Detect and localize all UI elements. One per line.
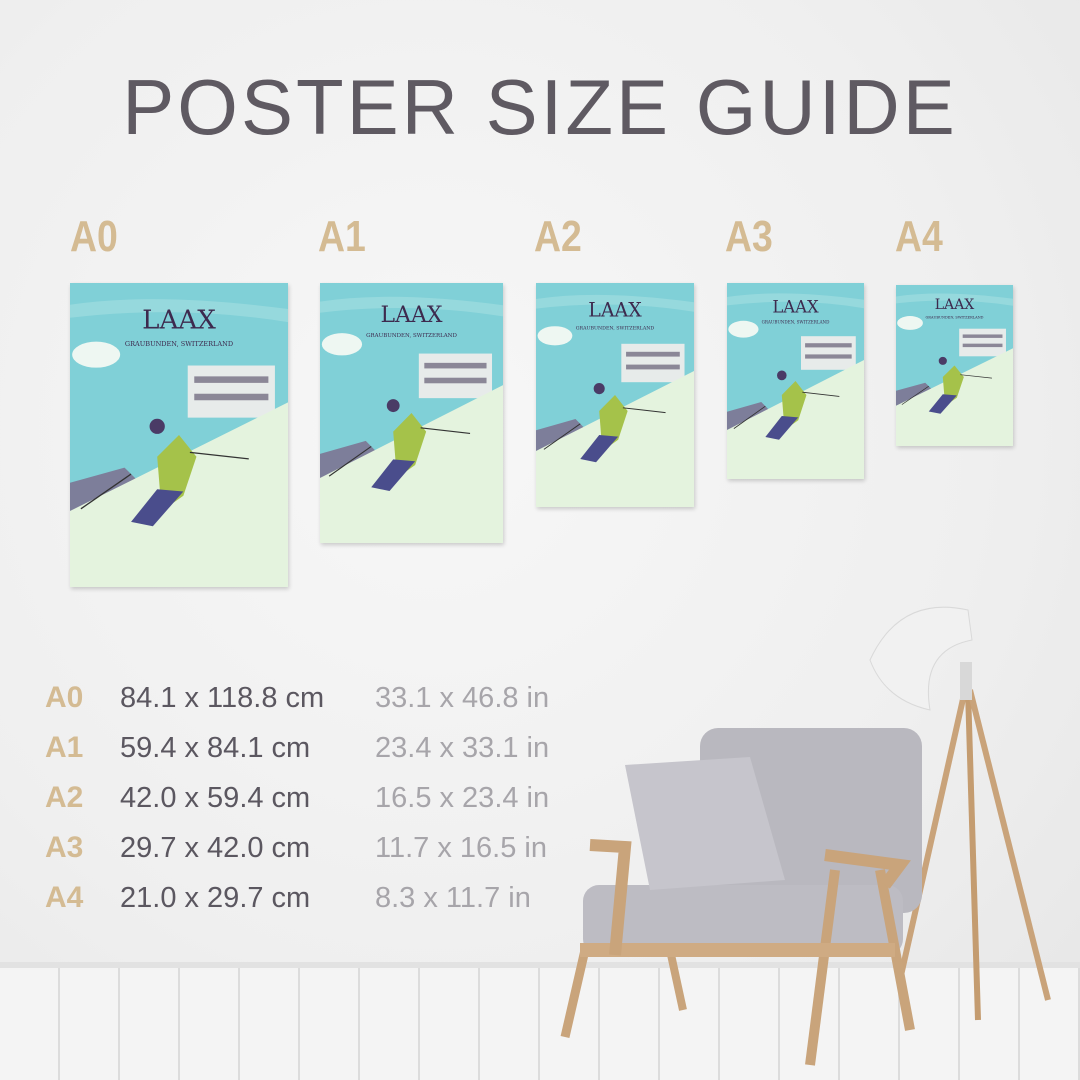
poster-title: LAAX: [381, 302, 443, 328]
size-code: A2: [45, 781, 84, 814]
poster-a3: LAAX GRAUBUNDEN, SWITZERLAND: [727, 283, 864, 479]
size-label-a3: A3: [725, 212, 773, 261]
poster-a2: LAAX GRAUBUNDEN, SWITZERLAND: [536, 283, 694, 507]
poster-subtitle: GRAUBUNDEN, SWITZERLAND: [926, 315, 984, 319]
size-row-a2: A2 42.0 x 59.4 cm 16.5 x 23.4 in: [45, 778, 605, 818]
poster-title: LAAX: [935, 297, 975, 313]
poster-subtitle: GRAUBUNDEN, SWITZERLAND: [125, 340, 233, 348]
size-cm: 21.0 x 29.7 cm: [120, 882, 311, 914]
poster-title: LAAX: [142, 306, 216, 336]
size-cm: 84.1 x 118.8 cm: [120, 682, 325, 714]
size-cm: 42.0 x 59.4 cm: [120, 782, 311, 814]
floor-lamp: [869, 606, 1051, 1021]
armchair: [560, 728, 922, 1066]
size-in: 33.1 x 46.8 in: [375, 682, 550, 714]
size-row-a1: A1 59.4 x 84.1 cm 23.4 x 33.1 in: [45, 728, 605, 768]
poster-a1: LAAX GRAUBUNDEN, SWITZERLAND: [320, 283, 503, 543]
size-code: A0: [45, 681, 84, 714]
size-cm: 29.7 x 42.0 cm: [120, 832, 311, 864]
size-label-a4: A4: [895, 212, 943, 261]
poster-a0: LAAX GRAUBUNDEN, SWITZERLAND: [70, 283, 288, 587]
poster-subtitle: GRAUBUNDEN, SWITZERLAND: [762, 320, 831, 325]
size-label-a1: A1: [318, 212, 366, 261]
size-cm: 59.4 x 84.1 cm: [120, 732, 311, 764]
size-in: 23.4 x 33.1 in: [375, 732, 550, 764]
size-label-a2: A2: [534, 212, 582, 261]
poster-a4: LAAX GRAUBUNDEN, SWITZERLAND: [896, 285, 1013, 446]
size-row-a0: A0 84.1 x 118.8 cm 33.1 x 46.8 in: [45, 678, 605, 718]
poster-subtitle: GRAUBUNDEN, SWITZERLAND: [366, 333, 457, 339]
size-code: A3: [45, 831, 84, 864]
size-code: A1: [45, 731, 84, 764]
size-code: A4: [45, 881, 84, 914]
size-in: 11.7 x 16.5 in: [375, 832, 547, 864]
size-label-a0: A0: [70, 212, 118, 261]
size-row-a3: A3 29.7 x 42.0 cm 11.7 x 16.5 in: [45, 828, 605, 868]
size-in: 8.3 x 11.7 in: [375, 882, 531, 914]
size-row-a4: A4 21.0 x 29.7 cm 8.3 x 11.7 in: [45, 878, 605, 918]
size-in: 16.5 x 23.4 in: [375, 782, 550, 814]
poster-title: LAAX: [772, 297, 819, 316]
poster-subtitle: GRAUBUNDEN, SWITZERLAND: [576, 325, 655, 331]
poster-title: LAAX: [588, 299, 642, 321]
page-title: POSTER SIZE GUIDE: [122, 63, 958, 151]
baseboard: [0, 962, 1080, 970]
